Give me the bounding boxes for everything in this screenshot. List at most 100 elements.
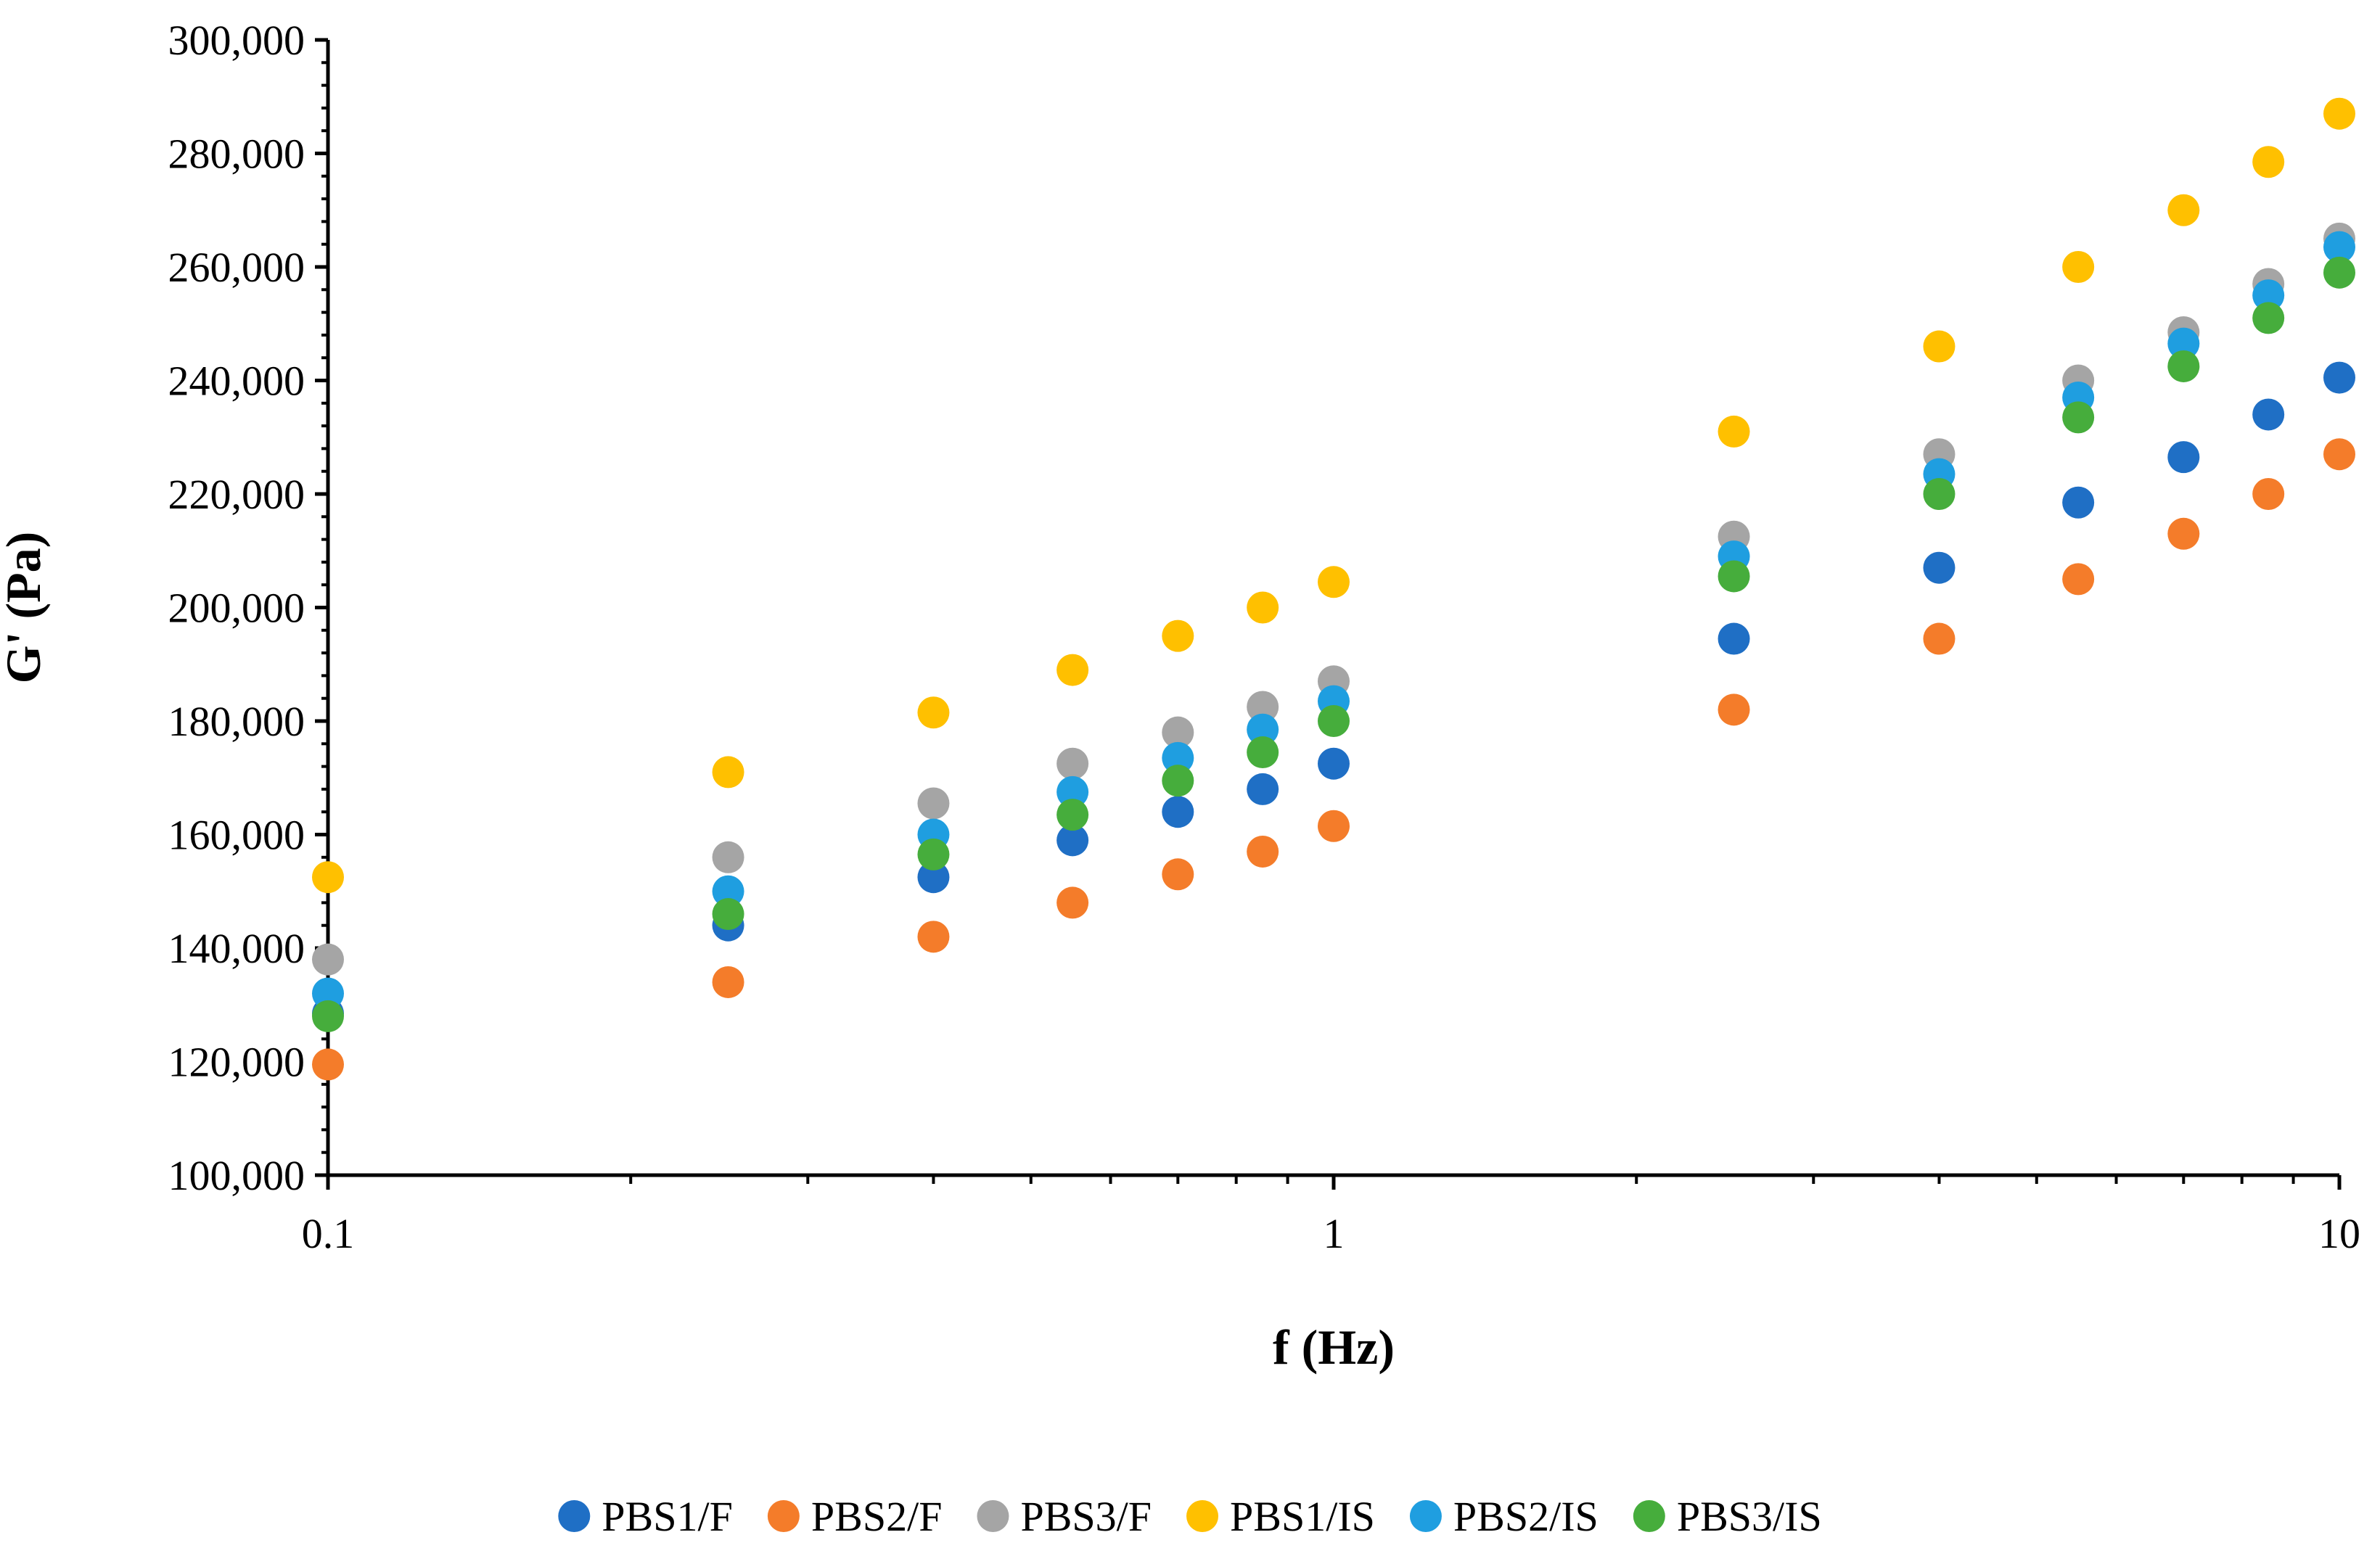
legend-label-pbs3-is: PBS3/IS	[1677, 1493, 1822, 1540]
legend: PBS1/F PBS2/F PBS3/F PBS1/IS PBS2/IS PBS3/IS	[558, 1493, 1822, 1540]
point-pbs2-is	[312, 977, 344, 1010]
point-pbs1-f	[2252, 398, 2285, 431]
legend-item-pbs2-f: PBS2/F	[767, 1493, 943, 1540]
legend-item-pbs1-is: PBS1/IS	[1186, 1493, 1375, 1540]
legend-label-pbs1-is: PBS1/IS	[1230, 1493, 1375, 1540]
point-pbs3-f	[312, 943, 344, 976]
point-pbs2-f	[1923, 622, 1956, 655]
legend-item-pbs2-is: PBS2/IS	[1409, 1493, 1599, 1540]
point-pbs1-is	[2167, 194, 2200, 226]
point-pbs3-is	[2062, 401, 2095, 434]
point-pbs2-f	[1318, 810, 1350, 842]
point-pbs2-is	[2252, 279, 2285, 312]
point-pbs3-is	[917, 838, 950, 870]
point-pbs1-f	[1162, 796, 1194, 828]
point-pbs1-is	[1162, 619, 1194, 652]
series-pbs3-f	[312, 222, 2355, 976]
point-pbs3-is	[2167, 350, 2200, 382]
point-pbs2-f	[1162, 858, 1194, 891]
point-pbs3-f	[712, 841, 744, 873]
y-tick-label: 120,000	[168, 1039, 305, 1086]
x-axis: 0.1 1 10	[302, 1173, 2360, 1257]
point-pbs3-is	[2252, 302, 2285, 334]
point-pbs3-f	[1247, 691, 1279, 723]
point-pbs3-is	[312, 1000, 344, 1032]
point-pbs2-is	[1247, 713, 1279, 746]
y-tick-label: 160,000	[168, 812, 305, 859]
y-tick-label: 260,000	[168, 244, 305, 291]
y-tick-label: 240,000	[168, 358, 305, 405]
point-pbs1-f	[2323, 361, 2355, 394]
x-tick-label: 0.1	[302, 1210, 355, 1257]
legend-marker-pbs2-is	[1409, 1500, 1442, 1532]
point-pbs3-is	[1247, 736, 1279, 769]
point-pbs1-is	[1247, 591, 1279, 624]
point-pbs1-is	[917, 696, 950, 729]
y-axis-title: G' (Pa)	[0, 532, 51, 684]
point-pbs1-is	[1718, 415, 1750, 448]
point-pbs2-is	[712, 875, 744, 907]
point-pbs1-is	[2062, 251, 2095, 283]
legend-item-pbs1-f: PBS1/F	[558, 1493, 733, 1540]
point-pbs3-f	[1162, 716, 1194, 749]
legend-label-pbs2-f: PBS2/F	[811, 1493, 943, 1540]
legend-label-pbs2-is: PBS2/IS	[1453, 1493, 1599, 1540]
legend-marker-pbs3-f	[977, 1500, 1009, 1532]
point-pbs1-is	[712, 756, 744, 789]
series-pbs2-is	[312, 231, 2355, 1010]
point-pbs3-is	[1718, 560, 1750, 593]
point-pbs2-is	[1162, 741, 1194, 774]
point-pbs3-is	[1162, 765, 1194, 797]
series-pbs2-f	[312, 438, 2355, 1081]
legend-marker-pbs2-f	[767, 1500, 800, 1532]
point-pbs1-f	[1923, 551, 1956, 584]
point-pbs1-f	[1718, 622, 1750, 655]
point-pbs1-f	[1318, 747, 1350, 780]
legend-marker-pbs1-is	[1186, 1500, 1219, 1532]
point-pbs2-f	[2062, 563, 2095, 596]
legend-item-pbs3-is: PBS3/IS	[1633, 1493, 1822, 1540]
point-pbs3-is	[1318, 705, 1350, 737]
point-pbs3-is	[1056, 799, 1089, 831]
point-pbs2-is	[2323, 231, 2355, 263]
point-pbs2-f	[1056, 886, 1089, 919]
point-pbs2-f	[2252, 478, 2285, 510]
point-pbs1-f	[917, 861, 950, 894]
legend-marker-pbs3-is	[1633, 1500, 1665, 1532]
point-pbs1-is	[1056, 654, 1089, 686]
point-pbs1-f	[1247, 773, 1279, 805]
data-points	[312, 97, 2355, 1081]
point-pbs3-f	[917, 787, 950, 820]
point-pbs2-is	[2167, 327, 2200, 360]
point-pbs2-f	[2323, 438, 2355, 471]
point-pbs1-f	[1056, 824, 1089, 857]
point-pbs1-is	[2323, 97, 2355, 130]
point-pbs3-is	[1923, 478, 1956, 510]
point-pbs1-is	[1318, 566, 1350, 598]
series-pbs3-is	[312, 256, 2355, 1032]
point-pbs2-f	[917, 921, 950, 953]
point-pbs3-f	[1056, 747, 1089, 780]
point-pbs3-is	[712, 898, 744, 931]
point-pbs1-is	[312, 861, 344, 894]
y-tick-label: 140,000	[168, 925, 305, 972]
point-pbs1-f	[2167, 441, 2200, 474]
legend-item-pbs3-f: PBS3/F	[977, 1493, 1152, 1540]
y-tick-label: 300,000	[168, 17, 305, 64]
series-pbs1-is	[312, 97, 2355, 894]
point-pbs2-f	[1718, 693, 1750, 726]
point-pbs2-is	[1056, 775, 1089, 808]
y-axis: 100,000 120,000 140,000 160,000 180,000 200,0…	[168, 17, 330, 1199]
legend-marker-pbs1-f	[558, 1500, 591, 1532]
y-tick-label: 280,000	[168, 131, 305, 178]
point-pbs2-f	[1247, 835, 1279, 868]
x-axis-title: f (Hz)	[1273, 1320, 1395, 1375]
legend-label-pbs1-f: PBS1/F	[602, 1493, 733, 1540]
y-tick-label: 220,000	[168, 471, 305, 518]
y-tick-label: 180,000	[168, 698, 305, 745]
point-pbs1-is	[2252, 146, 2285, 178]
point-pbs2-f	[312, 1048, 344, 1081]
y-tick-label: 200,000	[168, 585, 305, 632]
y-tick-label: 100,000	[168, 1152, 305, 1199]
